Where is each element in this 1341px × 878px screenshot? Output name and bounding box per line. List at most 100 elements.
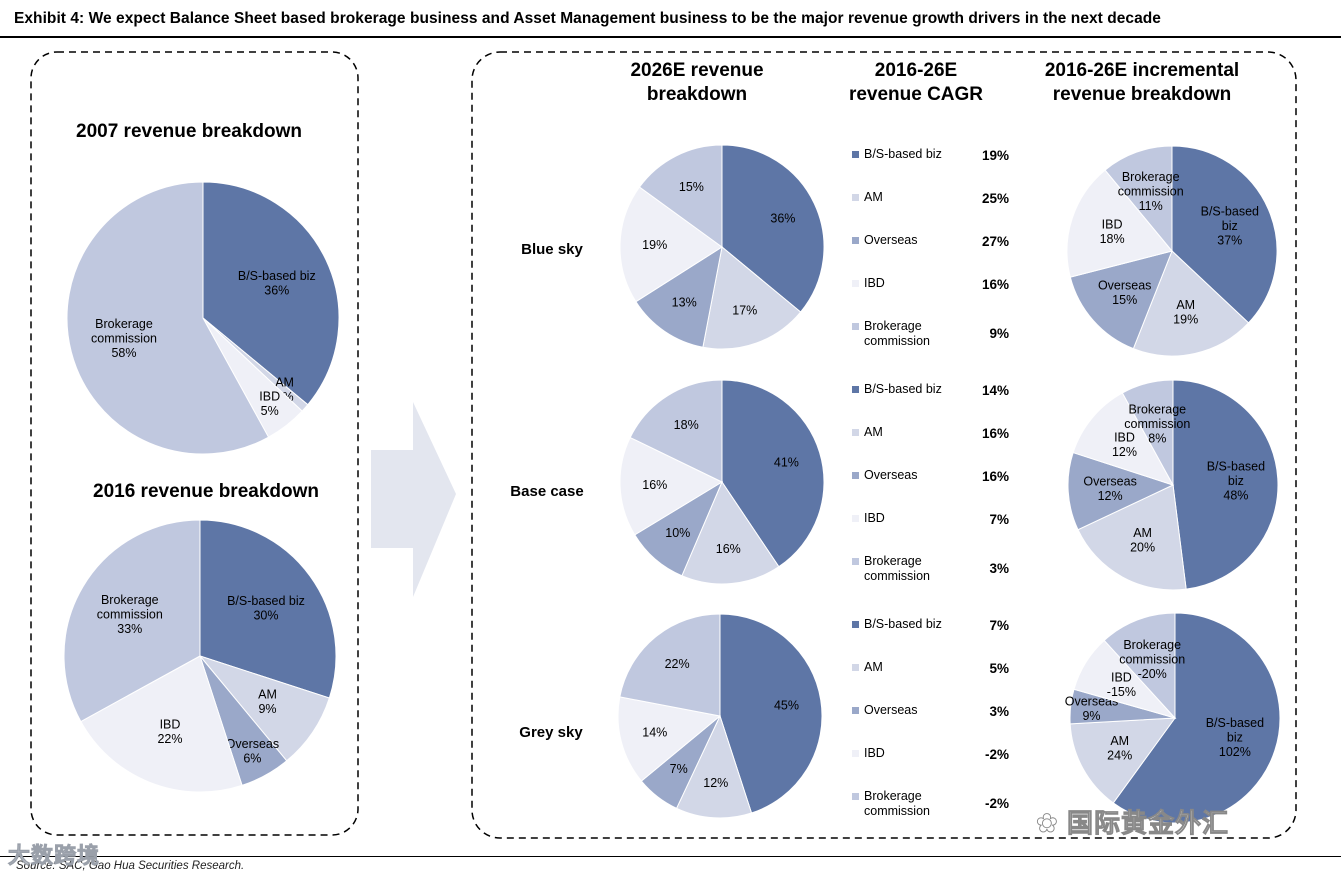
pie-0: B/S-based biz36%AM1%IBD5%Brokeragecommis… (66, 181, 340, 455)
pie-label-overseas: 10% (665, 526, 690, 540)
legend-item-overseas: Overseas 3% (852, 703, 1009, 719)
legend-label: Overseas (864, 468, 918, 482)
legend-swatch (852, 237, 859, 244)
row-label-grey-sky: Grey sky (519, 724, 583, 741)
pie-label-b-s-based-biz: 36% (770, 211, 795, 225)
cagr-value: 5% (989, 661, 1009, 676)
pie-charts: B/S-based biz36%AM1%IBD5%Brokeragecommis… (63, 144, 1281, 824)
watermark-right: ✿ 国际黄金外汇 (1036, 803, 1229, 840)
legend-item-brokerage-commission: Brokerage commission -2% (852, 789, 1009, 818)
legend-item-am: AM 16% (852, 425, 1009, 441)
pie-slice-ibd (619, 436, 724, 536)
pie-label-brokerage-commission: Brokerage commission 8% (1124, 403, 1190, 446)
pie-slice-brokerage-commission (619, 613, 721, 717)
pie-label-ibd: 16% (642, 478, 667, 492)
legend-swatch (852, 194, 859, 201)
exhibit-title: Exhibit 4: We expect Balance Sheet based… (14, 10, 1161, 27)
legend-swatch (852, 793, 859, 800)
pie-slice-brokerage-commission (66, 181, 270, 455)
header-cagr: 2016-26E revenue CAGR (849, 60, 983, 105)
pie-slice-am (675, 714, 753, 819)
cagr-legends: B/S-based biz 19% AM 25% Overseas 27% IBD 16% Br… (852, 147, 1009, 818)
pie-label-overseas: Overseas 15% (1098, 278, 1152, 307)
bottom-rule (0, 856, 1341, 857)
legend-item-b-s-based-biz: B/S-based biz 19% (852, 147, 1009, 163)
pie-slice-b-s-based-biz (199, 519, 337, 699)
pie-label-overseas: 7% (670, 762, 688, 776)
wechat-icon: ✿ (1036, 808, 1068, 839)
legend-swatch (852, 664, 859, 671)
pie-label-ibd: IBD 5% (259, 390, 280, 419)
pie-label-ibd: IBD 12% (1112, 431, 1137, 460)
pie-slice-b-s-based-biz (1171, 145, 1278, 324)
pie-slice-brokerage-commission (63, 519, 201, 723)
legend-label: AM (864, 660, 883, 674)
cagr-value: 14% (982, 383, 1009, 398)
pie-label-am: 16% (716, 542, 741, 556)
watermark-right-text: 国际黄金外汇 (1067, 808, 1230, 839)
pie-label-b-s-based-biz: B/S-based biz 102% (1206, 716, 1264, 759)
pie-label-brokerage-commission: Brokerage commission 58% (91, 317, 157, 360)
pie-slice-b-s-based-biz (1112, 612, 1281, 824)
pie-slice-ibd (1066, 169, 1173, 278)
pie-label-overseas: 13% (672, 296, 697, 310)
legend-swatch (852, 151, 859, 158)
pie-slice-am (1069, 717, 1177, 804)
cagr-value: 16% (982, 426, 1009, 441)
pie-slice-brokerage-commission (638, 144, 723, 248)
legend-label: Brokerage commission (864, 554, 930, 583)
legend-item-am: AM 5% (852, 660, 1009, 676)
pie-slice-overseas (1067, 451, 1175, 531)
legend-label: B/S-based biz (864, 382, 942, 396)
legend-item-brokerage-commission: Brokerage commission 3% (852, 554, 1009, 583)
legend-swatch (852, 515, 859, 522)
legend-label: IBD (864, 746, 885, 760)
pie-slice-am (702, 246, 802, 350)
pie-slice-brokerage-commission (1104, 145, 1173, 253)
legend-label: AM (864, 425, 883, 439)
cagr-value: 19% (982, 148, 1009, 163)
pie-slice-ibd (80, 655, 243, 793)
pie-label-brokerage-commission: Brokerage commission 11% (1118, 170, 1184, 213)
cagr-value: 27% (982, 234, 1009, 249)
legend-label: AM (864, 190, 883, 204)
legend-swatch (852, 750, 859, 757)
pie-label-overseas: Overseas 12% (1083, 475, 1137, 504)
pie-label-brokerage-commission: 15% (679, 180, 704, 194)
pie-label-am: AM 20% (1130, 526, 1155, 555)
legend-swatch (852, 621, 859, 628)
cagr-value: 3% (989, 704, 1009, 719)
legend-item-overseas: Overseas 16% (852, 468, 1009, 484)
cagr-value: -2% (985, 747, 1009, 762)
pie-slice-overseas (635, 245, 723, 348)
pie-3: 41% 16% 10% 16% 18% (619, 379, 825, 585)
legend-label: B/S-based biz (864, 147, 942, 161)
pie-slice-brokerage-commission (1103, 612, 1176, 720)
source-note: Source: SAC, Gao Hua Securities Research… (16, 860, 245, 872)
pie-slice-ibd (617, 696, 722, 782)
header-incremental-breakdown: 2016-26E incremental revenue breakdown (1045, 60, 1239, 105)
pie-5: B/S-based biz 37% AM 19% Overseas 15% IBD 18% Bro… (1066, 145, 1278, 357)
pie-1: B/S-based biz 30% AM 9% Overseas 6% IBD 22% Brok… (63, 519, 337, 793)
legend-item-brokerage-commission: Brokerage commission 9% (852, 319, 1009, 348)
pie-slice-b-s-based-biz (721, 144, 825, 313)
legend-swatch (852, 558, 859, 565)
pie-7: B/S-based biz 102%AM 24%Overseas 9%IBD -15%Br… (1065, 612, 1281, 824)
legend-swatch (852, 707, 859, 714)
pie-label-am: AM 9% (258, 688, 277, 717)
row-label-base-case: Base case (510, 483, 583, 500)
legend-label: IBD (864, 276, 885, 290)
pie-label-am: 17% (732, 303, 757, 317)
pie-slice-brokerage-commission (1121, 379, 1174, 486)
title-2007-pie: 2007 revenue breakdown (76, 121, 302, 142)
legend-label: Brokerage commission (864, 789, 930, 818)
pie-label-b-s-based-biz: B/S-based biz 36% (238, 269, 316, 298)
pie-2: 36% 17% 13% 19% 15% (619, 144, 825, 350)
pie-label-brokerage-commission: 18% (674, 418, 699, 432)
legend-label: Overseas (864, 703, 918, 717)
legend-swatch (852, 472, 859, 479)
pie-label-ibd: IBD -15% (1107, 671, 1136, 700)
pie-slice-am (1077, 484, 1187, 591)
right-arrow-icon (371, 402, 456, 597)
